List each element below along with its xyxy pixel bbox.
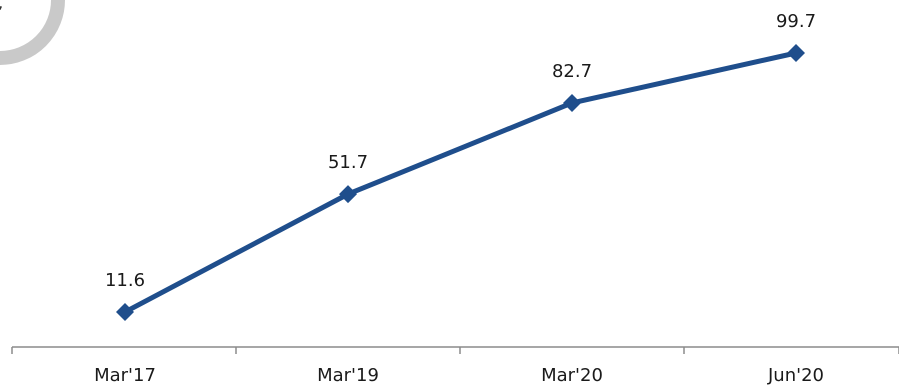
corner-badge: ʼ: [0, 0, 58, 58]
x-tick-label: Mar'20: [541, 365, 603, 385]
corner-badge-ring-icon: [0, 0, 58, 58]
data-point-marker: [787, 44, 805, 62]
data-label: 51.7: [328, 152, 368, 173]
corner-badge-glyph: ʼ: [0, 3, 3, 22]
series-line: [125, 53, 796, 312]
data-label: 99.7: [776, 11, 816, 32]
x-axis: Mar'17 Mar'19 Mar'20 Jun'20: [12, 347, 899, 385]
x-axis-ticks: Mar'17 Mar'19 Mar'20 Jun'20: [12, 347, 899, 385]
x-tick-label: Jun'20: [767, 365, 824, 385]
data-point-marker: [116, 303, 134, 321]
data-label: 11.6: [105, 270, 145, 291]
x-tick-label: Mar'17: [94, 365, 156, 385]
series-markers: [116, 44, 805, 321]
data-point-marker: [563, 94, 581, 112]
data-label: 82.7: [552, 61, 592, 82]
data-point-marker: [339, 185, 357, 203]
x-tick-label: Mar'19: [317, 365, 379, 385]
